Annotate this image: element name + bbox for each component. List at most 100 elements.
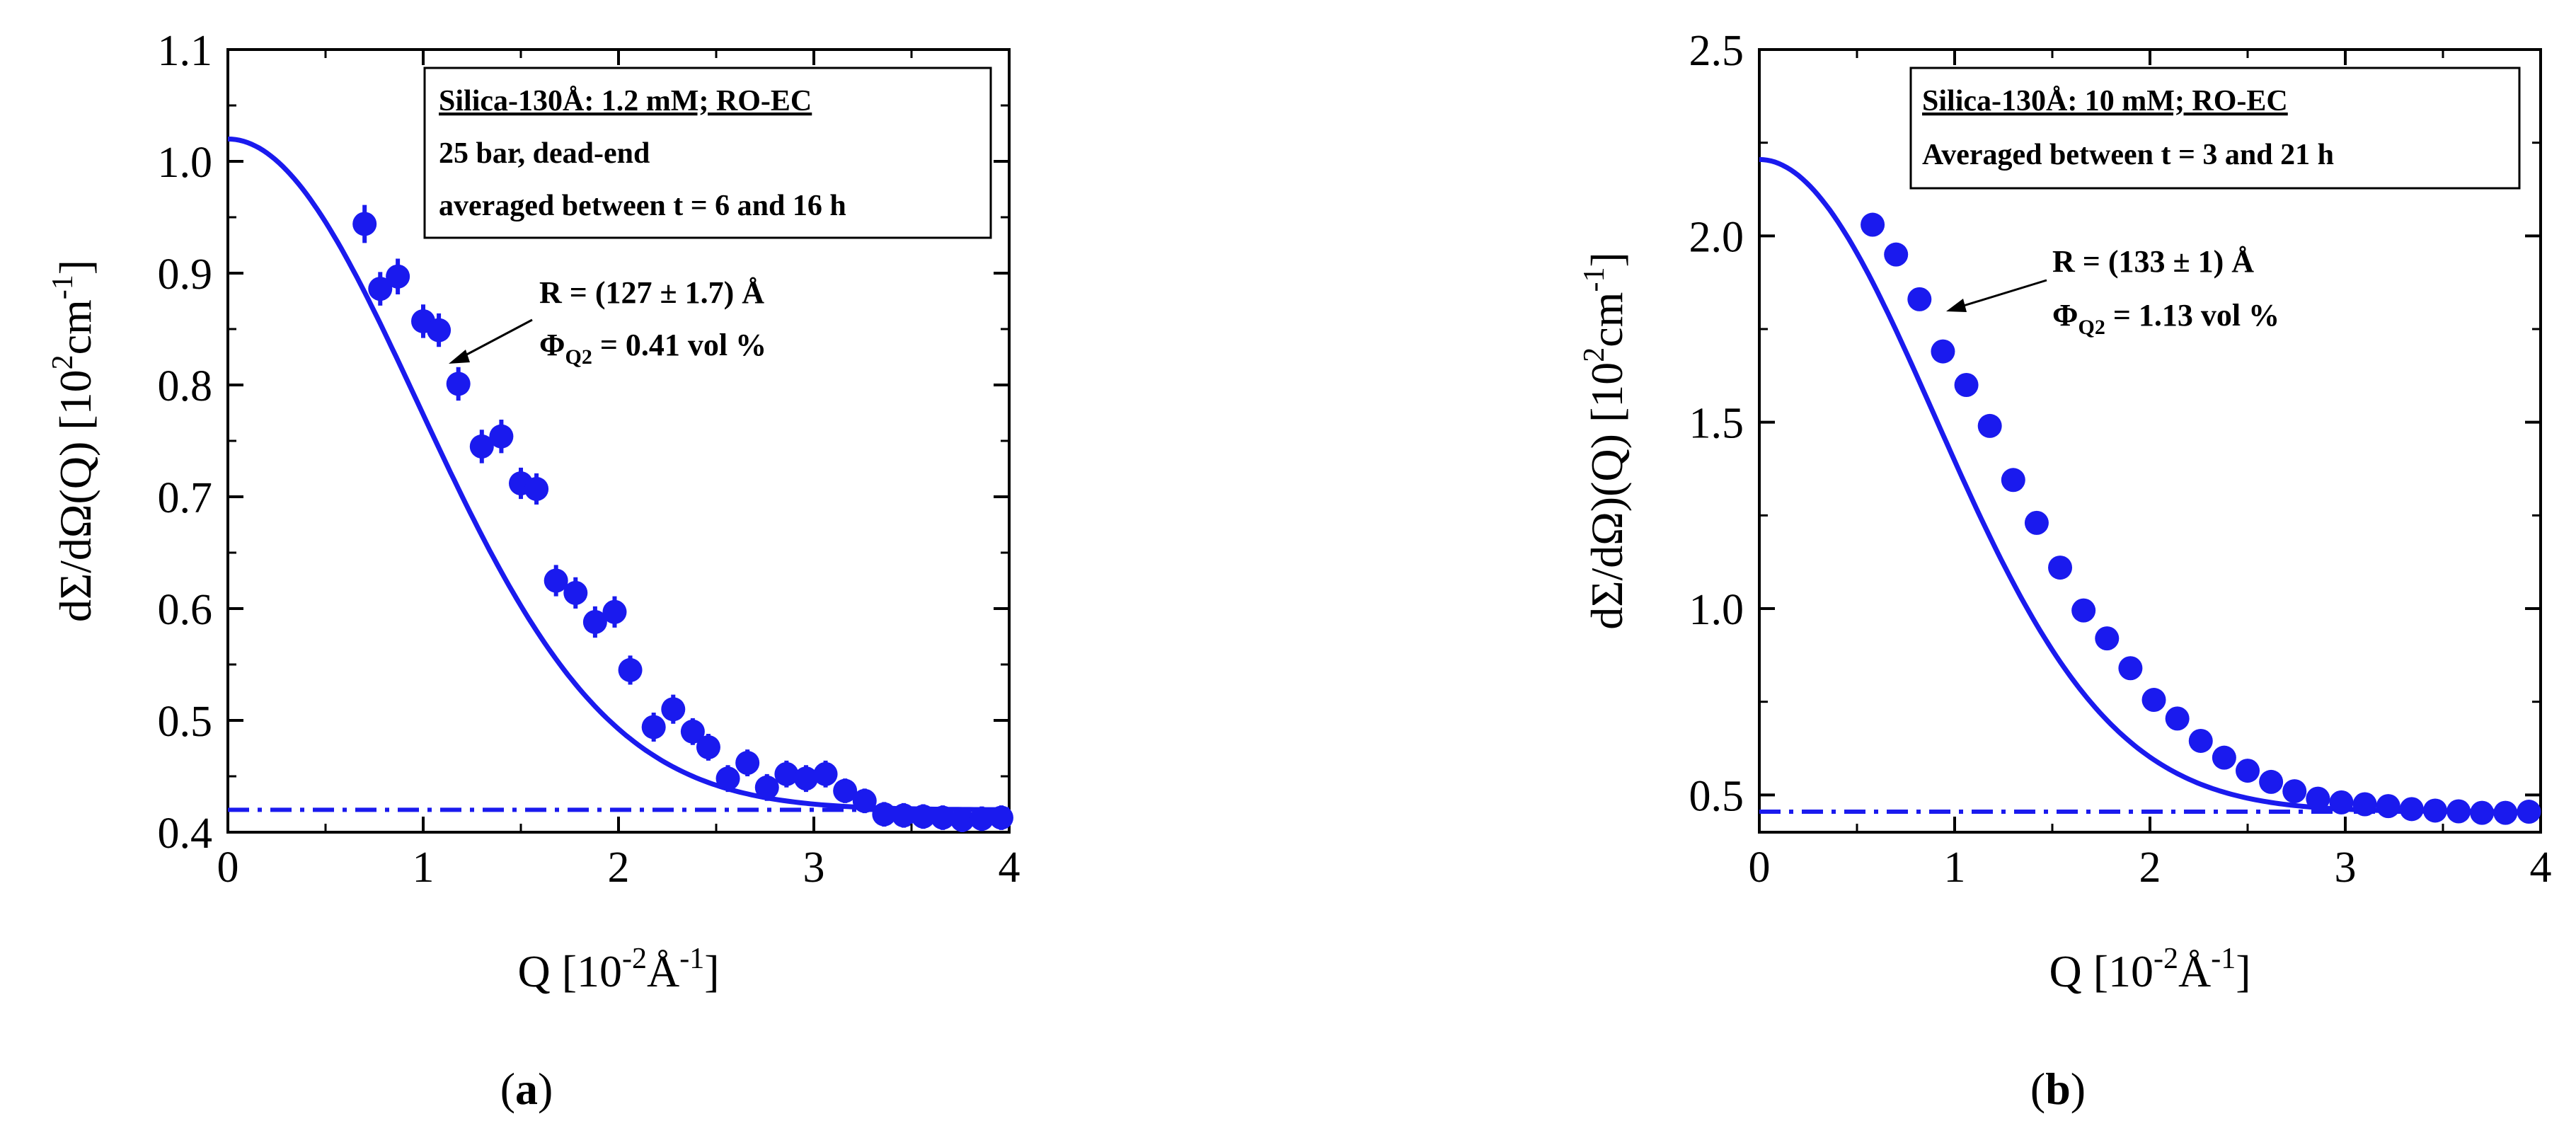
legend-line-a-1: 25 bar, dead-end — [439, 137, 650, 170]
data-point-b-9 — [2071, 598, 2096, 623]
y-axis-label-b: dΣ/dΩ)(Q) [102cm-1] — [1578, 252, 1632, 630]
data-point-a-11 — [563, 580, 588, 605]
phi-subscript-a: Q2 — [565, 345, 592, 369]
x-axis-label-b: Q [10-2Å-1] — [2049, 943, 2250, 996]
y-axis-label-a: dΣ/dΩ(Q) [102cm-1] — [47, 260, 100, 622]
data-point-b-0 — [1861, 212, 1885, 237]
data-point-a-18 — [696, 735, 720, 759]
annotation-arrow-line-b — [1958, 279, 2047, 309]
data-point-a-10 — [544, 568, 568, 593]
data-point-a-26 — [852, 788, 877, 813]
y-tick-label-a-0: 0.4 — [158, 810, 213, 858]
data-point-b-19 — [2306, 786, 2330, 811]
data-point-a-2 — [386, 264, 410, 289]
legend-box-a — [423, 67, 992, 239]
data-point-b-20 — [2329, 790, 2354, 815]
annotation-phi-a: ΦQ2 = 0.41 vol % — [539, 328, 766, 369]
data-point-a-22 — [774, 761, 799, 786]
data-point-b-1 — [1884, 242, 1909, 267]
data-point-a-17 — [680, 719, 705, 744]
phi-symbol-a: Φ — [539, 328, 565, 362]
y-tick-label-b-4: 2.5 — [1689, 27, 1744, 75]
data-point-b-28 — [2517, 800, 2541, 824]
data-point-b-5 — [1977, 413, 2002, 438]
legend-line-b-1: Averaged between t = 3 and 21 h — [1922, 139, 2334, 171]
y-tick-label-a-7: 1.1 — [158, 27, 213, 75]
x-tick-label-b-4: 4 — [2530, 844, 2552, 892]
annotation-radius-a: R = (127 ± 1.7) Å — [539, 275, 764, 310]
data-point-b-24 — [2422, 798, 2447, 823]
data-point-b-3 — [1931, 339, 1955, 364]
y-tick-label-b-0: 0.5 — [1689, 772, 1744, 820]
data-point-b-16 — [2236, 759, 2260, 783]
phi-value-a: = 0.41 vol % — [592, 328, 766, 362]
y-tick-label-b-3: 2.0 — [1689, 213, 1744, 261]
annotation-radius-b: R = (133 ± 1) Å — [2052, 244, 2254, 279]
data-point-b-14 — [2188, 728, 2213, 753]
chart-panel-a: 0 1 2 3 4 0.4 0.5 0.6 0.7 0.8 0.9 1.0 1.1 Silica-130… — [47, 27, 1020, 1114]
y-tick-label-a-3: 0.7 — [158, 474, 213, 522]
chart-panel-b: 0 1 2 3 4 0.5 1.0 1.5 2.0 2.5 Silica-130Å: 10 mM;… — [1578, 27, 2552, 1114]
data-point-b-17 — [2259, 769, 2284, 794]
x-tick-label-b-2: 2 — [2139, 844, 2161, 892]
data-point-a-21 — [754, 775, 779, 800]
x-tick-label-a-1: 1 — [413, 844, 435, 892]
annotation-arrowhead-b — [1946, 299, 1967, 312]
data-point-a-23 — [793, 766, 818, 791]
data-point-b-22 — [2376, 794, 2400, 819]
data-point-a-27 — [872, 802, 897, 827]
data-point-a-5 — [446, 372, 471, 396]
data-point-a-6 — [469, 434, 494, 459]
x-tick-label-a-4: 4 — [999, 844, 1020, 892]
phi-symbol-b: Φ — [2052, 298, 2078, 333]
data-point-a-9 — [524, 476, 549, 501]
x-tick-label-b-3: 3 — [2335, 844, 2357, 892]
y-tick-label-b-1: 1.0 — [1689, 586, 1744, 634]
data-point-b-13 — [2165, 706, 2190, 731]
panel-label-a: (a) — [500, 1064, 553, 1114]
data-point-b-8 — [2048, 556, 2073, 580]
y-tick-label-a-5: 0.9 — [158, 251, 213, 299]
y-tick-label-a-6: 1.0 — [158, 139, 213, 187]
data-marks-b — [1759, 156, 2541, 825]
x-tick-label-b-0: 0 — [1749, 844, 1771, 892]
y-tick-label-b-2: 1.5 — [1689, 400, 1744, 448]
annotation-arrow-line-a — [459, 318, 533, 359]
data-point-a-30 — [931, 805, 955, 830]
y-tick-label-a-4: 0.8 — [158, 362, 213, 410]
x-axis-label-a: Q [10-2Å-1] — [517, 943, 719, 996]
data-point-a-12 — [582, 609, 607, 634]
x-tick-label-a-0: 0 — [217, 844, 239, 892]
data-point-b-23 — [2399, 797, 2424, 822]
data-point-a-1 — [368, 277, 393, 301]
legend-line-a-2: averaged between t = 6 and 16 h — [439, 190, 846, 222]
data-point-a-14 — [618, 657, 643, 682]
data-point-b-10 — [2095, 626, 2120, 651]
data-point-b-11 — [2118, 656, 2143, 681]
data-point-b-12 — [2141, 688, 2166, 713]
data-point-b-27 — [2493, 800, 2518, 825]
phi-value-b: = 1.13 vol % — [2105, 298, 2279, 333]
x-tick-label-b-1: 1 — [1944, 844, 1966, 892]
data-point-b-26 — [2470, 800, 2495, 825]
axis-ticks-b: 0 1 2 3 4 0.5 1.0 1.5 2.0 2.5 — [1689, 27, 2552, 892]
y-tick-label-a-2: 0.6 — [158, 586, 213, 634]
data-point-b-6 — [2001, 468, 2025, 493]
y-tick-label-a-1: 0.5 — [158, 698, 213, 746]
legend-title-a: Silica-130Å: 1.2 mM; RO-EC — [439, 85, 812, 117]
legend-title-b: Silica-130Å: 10 mM; RO-EC — [1922, 85, 2288, 117]
data-point-b-4 — [1954, 373, 1979, 397]
axis-ticks-a: 0 1 2 3 4 0.4 0.5 0.6 0.7 0.8 0.9 1.0 1.1 — [158, 27, 1020, 892]
x-tick-label-a-2: 2 — [608, 844, 630, 892]
data-point-b-15 — [2212, 745, 2236, 770]
legend-box-b — [1909, 67, 2521, 190]
data-point-b-25 — [2446, 799, 2471, 824]
data-point-a-19 — [715, 766, 740, 791]
data-point-a-20 — [735, 751, 760, 776]
data-point-a-28 — [891, 803, 916, 828]
data-point-b-7 — [2024, 510, 2049, 535]
data-point-a-16 — [661, 697, 686, 722]
data-point-a-33 — [989, 805, 1013, 830]
phi-subscript-b: Q2 — [2078, 316, 2105, 339]
